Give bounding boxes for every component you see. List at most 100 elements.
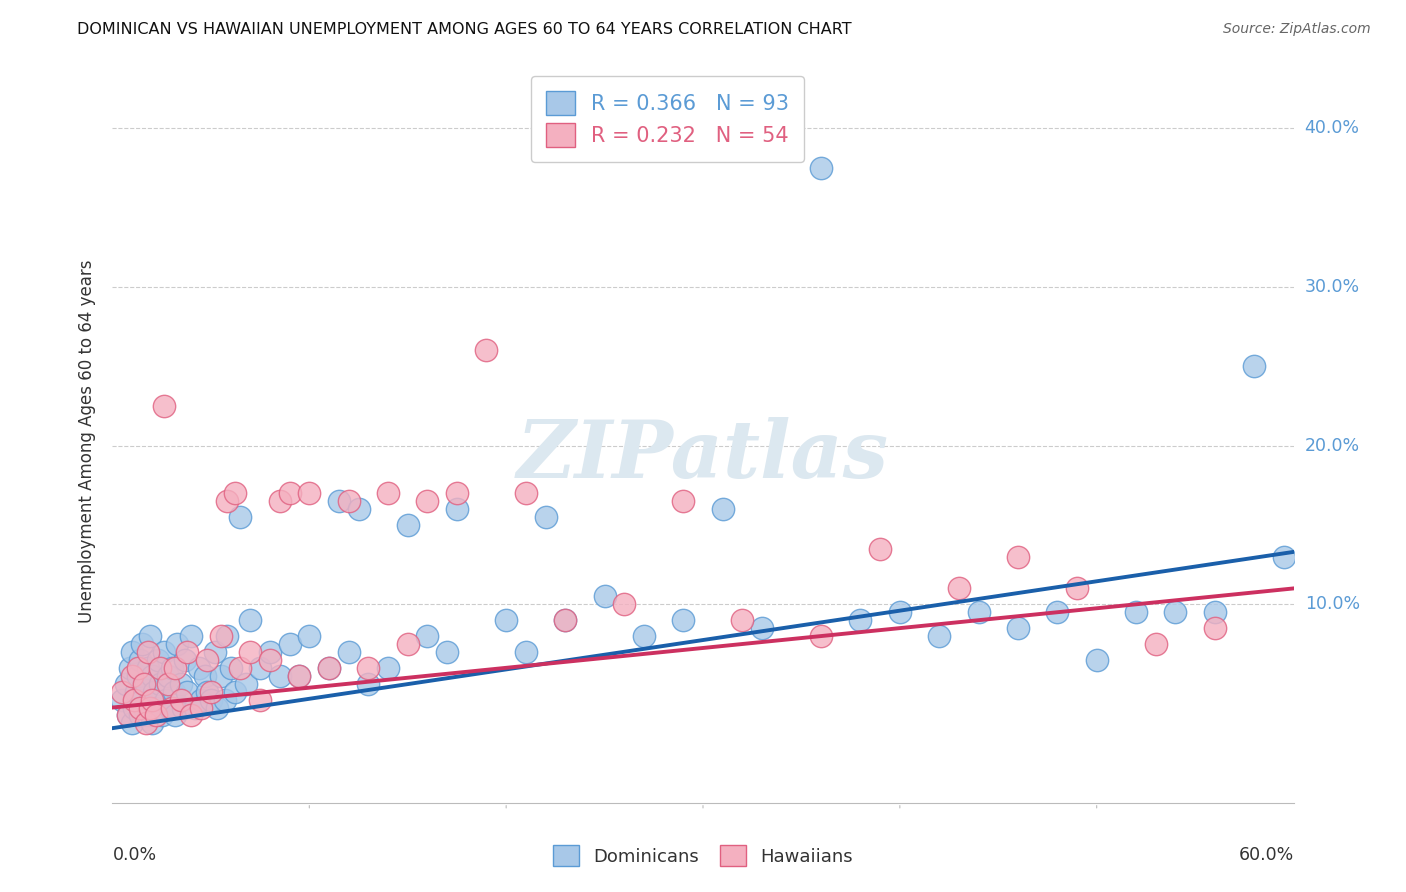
Point: [160, 700, 183, 714]
Point: [515, 645, 537, 659]
Point: [146, 653, 169, 667]
Point: [214, 692, 236, 706]
Point: [195, 684, 218, 698]
Point: [117, 708, 139, 723]
Point: [115, 676, 138, 690]
Point: [188, 661, 211, 675]
Point: [141, 692, 163, 706]
Point: [129, 700, 152, 714]
Point: [117, 708, 139, 723]
Point: [259, 645, 281, 659]
Point: [672, 613, 695, 627]
Point: [122, 700, 145, 714]
Point: [889, 605, 911, 619]
Point: [135, 676, 157, 690]
Point: [136, 661, 159, 675]
Point: [328, 494, 350, 508]
Point: [131, 692, 153, 706]
Point: [436, 645, 458, 659]
Point: [190, 692, 212, 706]
Point: [184, 700, 207, 714]
Point: [120, 661, 142, 675]
Point: [139, 700, 162, 714]
Point: [194, 669, 217, 683]
Point: [751, 621, 773, 635]
Point: [593, 590, 616, 604]
Point: [204, 645, 226, 659]
Point: [160, 661, 183, 675]
Point: [139, 629, 162, 643]
Point: [347, 502, 370, 516]
Point: [239, 645, 262, 659]
Point: [869, 541, 891, 556]
Point: [224, 486, 246, 500]
Text: 20.0%: 20.0%: [1305, 436, 1360, 455]
Point: [396, 517, 419, 532]
Point: [534, 510, 557, 524]
Point: [278, 486, 301, 500]
Point: [269, 669, 291, 683]
Point: [129, 653, 152, 667]
Point: [111, 684, 134, 698]
Point: [159, 700, 181, 714]
Point: [172, 700, 194, 714]
Point: [446, 486, 468, 500]
Point: [127, 669, 149, 683]
Point: [249, 661, 271, 675]
Point: [810, 629, 832, 643]
Point: [152, 399, 174, 413]
Point: [152, 645, 174, 659]
Point: [190, 700, 212, 714]
Text: 30.0%: 30.0%: [1305, 277, 1360, 296]
Point: [1204, 605, 1226, 619]
Point: [180, 708, 202, 723]
Point: [200, 692, 222, 706]
Point: [416, 494, 439, 508]
Point: [967, 605, 990, 619]
Point: [1046, 605, 1069, 619]
Point: [288, 669, 311, 683]
Point: [129, 708, 152, 723]
Point: [1066, 582, 1088, 596]
Point: [672, 494, 695, 508]
Point: [377, 486, 399, 500]
Point: [200, 684, 222, 698]
Point: [278, 637, 301, 651]
Point: [131, 637, 153, 651]
Point: [318, 661, 340, 675]
Point: [269, 494, 291, 508]
Point: [554, 613, 576, 627]
Point: [155, 692, 177, 706]
Point: [515, 486, 537, 500]
Point: [150, 708, 173, 723]
Point: [166, 637, 188, 651]
Point: [249, 692, 271, 706]
Point: [337, 645, 360, 659]
Text: 60.0%: 60.0%: [1239, 847, 1294, 864]
Legend: Dominicans, Hawaiians: Dominicans, Hawaiians: [546, 838, 860, 873]
Text: 40.0%: 40.0%: [1305, 119, 1360, 136]
Point: [1085, 653, 1108, 667]
Point: [149, 676, 172, 690]
Point: [170, 692, 193, 706]
Point: [810, 161, 832, 175]
Point: [377, 661, 399, 675]
Text: 0.0%: 0.0%: [112, 847, 156, 864]
Point: [180, 629, 202, 643]
Point: [416, 629, 439, 643]
Point: [145, 700, 167, 714]
Point: [170, 676, 193, 690]
Point: [357, 661, 380, 675]
Point: [135, 716, 157, 731]
Text: Source: ZipAtlas.com: Source: ZipAtlas.com: [1223, 22, 1371, 37]
Point: [132, 700, 155, 714]
Point: [633, 629, 655, 643]
Point: [141, 669, 163, 683]
Point: [195, 653, 218, 667]
Point: [132, 676, 155, 690]
Point: [259, 653, 281, 667]
Point: [613, 597, 636, 611]
Point: [121, 669, 143, 683]
Point: [125, 684, 148, 698]
Point: [139, 692, 162, 706]
